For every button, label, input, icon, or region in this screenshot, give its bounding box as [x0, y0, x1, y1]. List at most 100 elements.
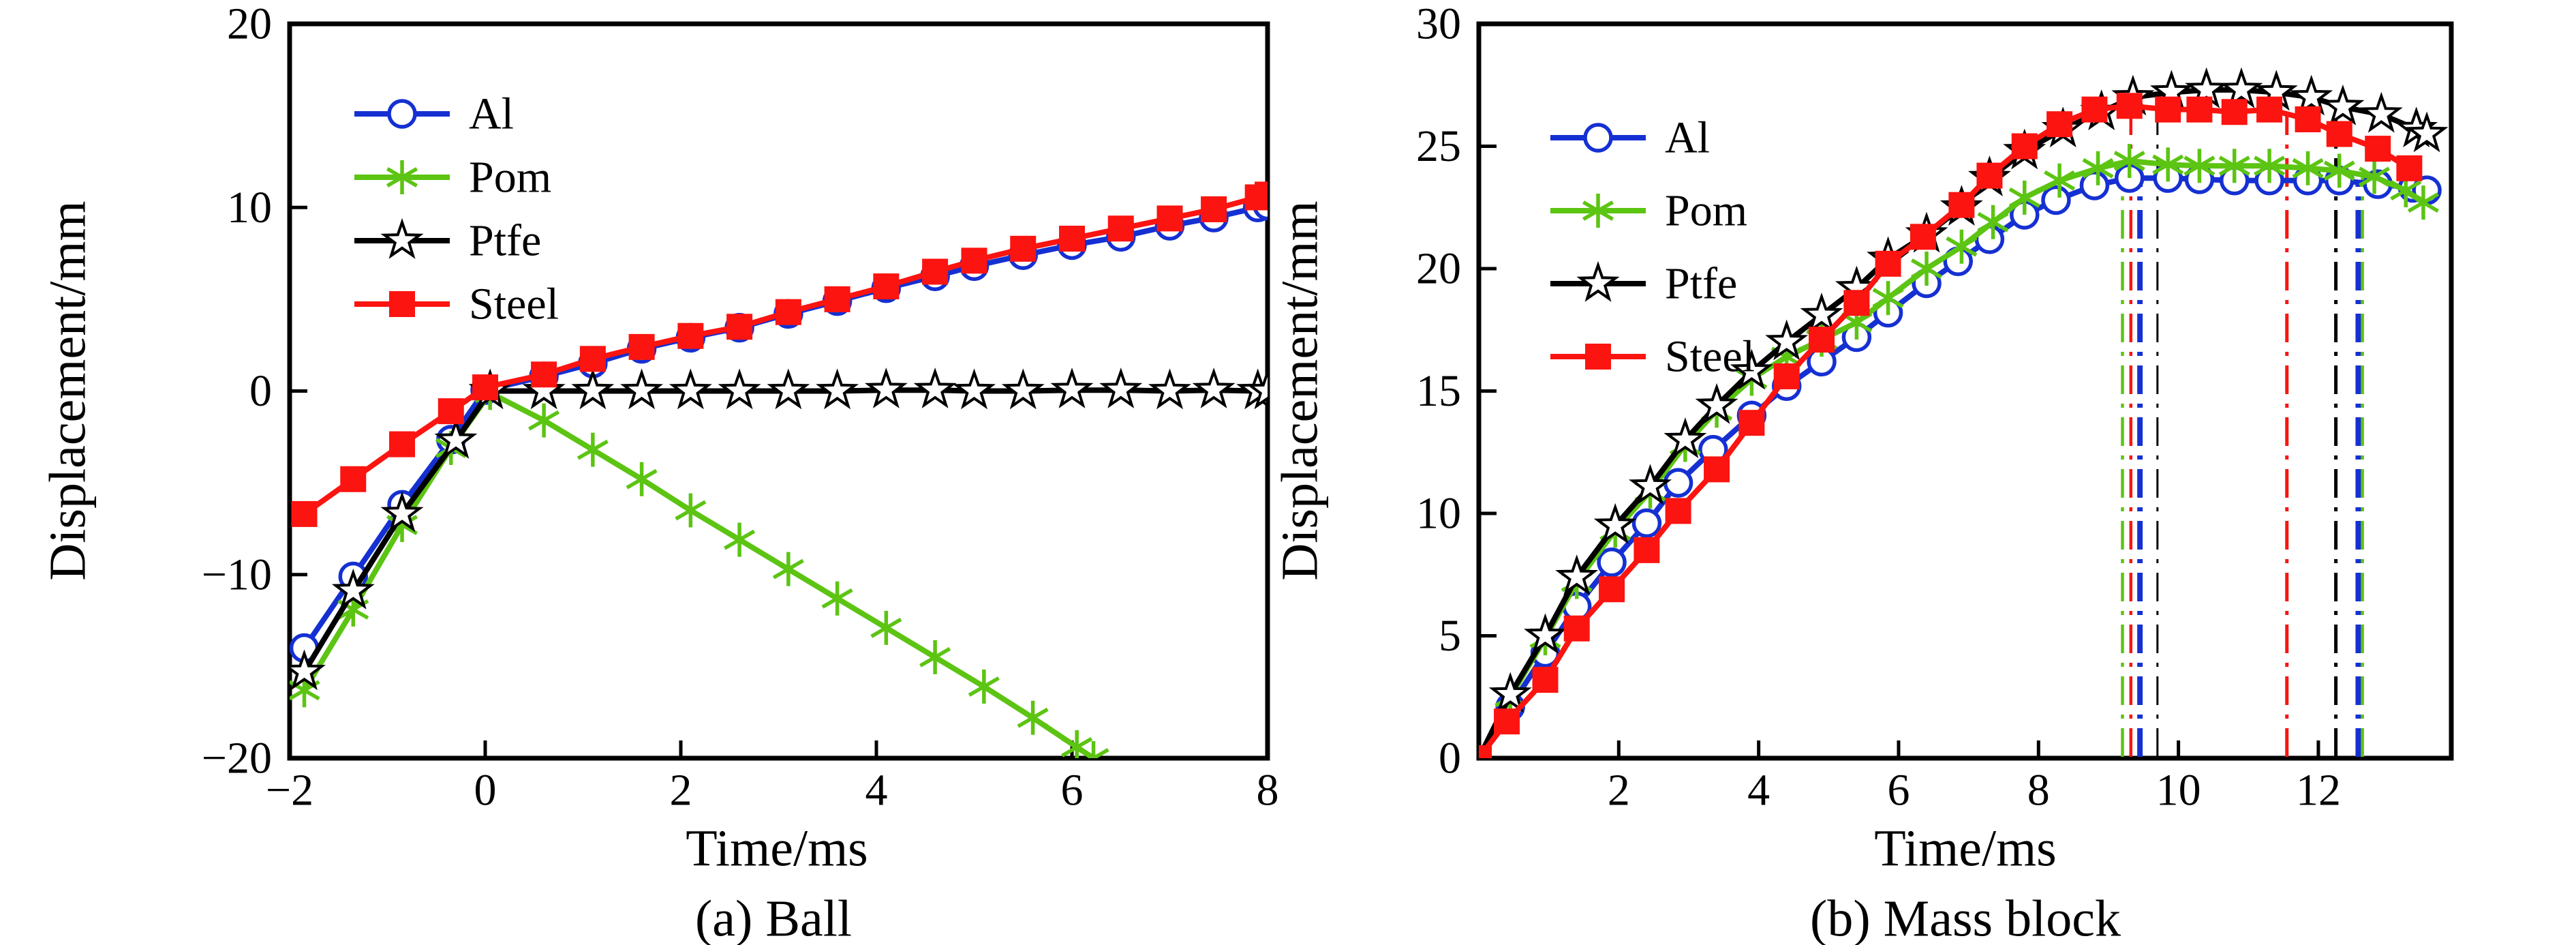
star-marker: [1192, 368, 1236, 408]
star-marker: [669, 368, 712, 410]
asterisk-marker: [919, 640, 951, 674]
series-line: [302, 390, 1095, 758]
star-marker: [2290, 74, 2333, 116]
star-marker: [1246, 368, 1268, 410]
asterisk-marker: [1872, 281, 1904, 316]
x-tick-label: 2: [1608, 765, 1630, 815]
y-tick-label: −10: [202, 550, 272, 599]
legend-item-steel: Steel: [354, 280, 559, 329]
square-marker: [1563, 615, 1590, 642]
asterisk-marker: [1077, 741, 1109, 758]
square-marker: [389, 291, 415, 317]
series-pom: [1479, 144, 2439, 758]
circle-marker: [1631, 508, 1662, 539]
star-marker: [620, 368, 664, 410]
star-marker: [380, 491, 424, 532]
square-marker: [531, 361, 557, 388]
series-steel: [291, 181, 1268, 527]
circle-marker: [2041, 185, 2071, 215]
legend-label: Al: [1665, 113, 1710, 163]
square-marker: [1875, 250, 1901, 277]
square-marker: [438, 398, 464, 425]
asterisk-marker: [821, 581, 853, 616]
star-marker: [816, 368, 859, 410]
square-marker: [677, 322, 704, 349]
square-marker: [922, 258, 949, 285]
square-marker: [2396, 155, 2423, 181]
asterisk-marker: [1911, 252, 1943, 286]
x-tick-label: 2: [670, 765, 692, 815]
star-marker: [1695, 382, 1738, 424]
asterisk-marker: [1017, 700, 1049, 735]
square-marker: [2256, 96, 2283, 123]
panel-b-caption: (b) Mass block: [1810, 890, 2121, 945]
asterisk-marker: [2254, 149, 2286, 183]
circle-marker: [1663, 468, 1693, 498]
square-marker: [2221, 99, 2248, 125]
circle-marker: [1597, 548, 1627, 578]
legend-label: Pom: [469, 153, 551, 202]
legend-item-pom: Pom: [354, 153, 551, 202]
star-marker: [1099, 368, 1143, 408]
asterisk-marker: [577, 432, 609, 467]
asterisk-marker: [2407, 185, 2439, 220]
star-marker: [331, 568, 375, 610]
star-marker: [1148, 368, 1192, 410]
y-tick-label: 20: [1416, 244, 1461, 294]
star-marker: [1663, 417, 1707, 459]
star-marker: [952, 368, 996, 410]
x-tick-label: 4: [865, 765, 888, 815]
square-marker: [1479, 745, 1492, 758]
star-marker: [434, 418, 478, 459]
square-marker: [1010, 235, 1037, 262]
x-tick-label: 12: [2296, 765, 2341, 815]
panel-a-x-axis-title: Time/ms: [686, 820, 868, 877]
y-tick-label: 20: [227, 0, 272, 49]
asterisk-marker: [724, 522, 756, 557]
series-steel: [1479, 93, 2423, 758]
square-marker: [1634, 537, 1660, 563]
panel-b-y-axis-title: Displacement/mm: [1271, 200, 1329, 581]
asterisk-marker: [2218, 149, 2250, 183]
legend-item-al: Al: [354, 89, 514, 139]
star-marker: [2321, 85, 2365, 125]
star-marker: [290, 649, 326, 691]
star-marker: [1488, 672, 1532, 713]
legend: Al Pom Ptfe Steel: [354, 89, 559, 329]
square-marker: [2116, 93, 2143, 119]
star-marker: [1050, 368, 1094, 408]
y-tick-label: −20: [202, 734, 272, 783]
star-marker: [718, 368, 761, 410]
panel-a-caption: (a) Ball: [694, 890, 853, 945]
x-tick-label: 0: [474, 765, 497, 815]
star-marker: [864, 368, 908, 408]
mass-block-chart: 2 4 6 8 10 12 0 5 10 15 20 25 30 Al Pom Ptfe Steel: [1416, 0, 2454, 815]
star-marker: [1001, 368, 1045, 410]
legend-item-steel: Steel: [1550, 332, 1755, 382]
axes: [1476, 21, 2454, 761]
x-tick-label: 8: [1257, 765, 1279, 815]
square-marker: [2046, 111, 2073, 138]
square-marker: [2326, 121, 2352, 147]
series-al: [290, 190, 1268, 663]
x-tick-label: −2: [266, 765, 313, 815]
asterisk-marker: [528, 403, 560, 438]
y-tick-label: 10: [227, 183, 272, 232]
asterisk-marker: [2359, 160, 2391, 194]
square-marker: [291, 500, 318, 527]
asterisk-marker: [2292, 151, 2324, 185]
square-marker: [1665, 498, 1691, 524]
square-marker: [389, 431, 416, 457]
y-tick-label: 10: [1416, 489, 1461, 539]
asterisk-marker: [626, 462, 658, 496]
x-tick-label: 10: [2156, 765, 2201, 815]
square-marker: [1773, 363, 1800, 389]
asterisk-marker: [772, 552, 804, 586]
star-marker: [522, 368, 566, 410]
star-marker: [1555, 554, 1599, 596]
square-marker: [1599, 576, 1625, 603]
square-marker: [1532, 667, 1559, 693]
star-marker: [2359, 91, 2403, 133]
